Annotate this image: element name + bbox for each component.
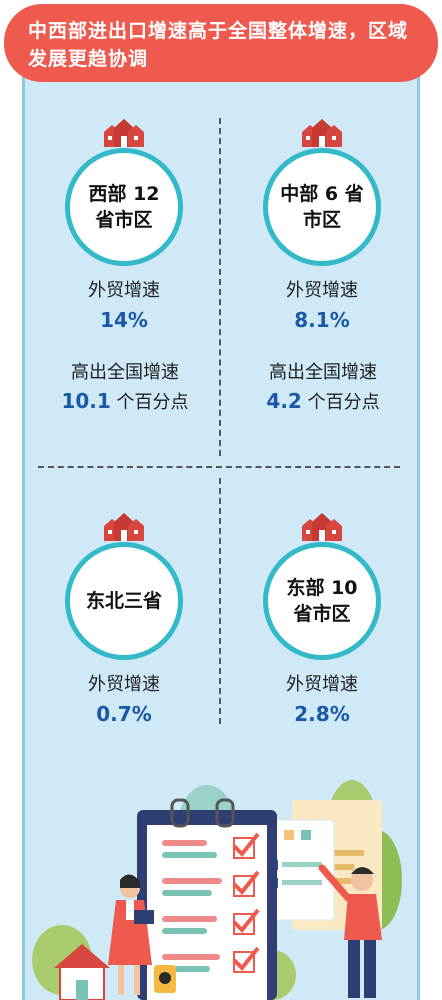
above-national-label: 高出全国增速 <box>71 362 179 383</box>
divider-vertical-top <box>219 118 221 456</box>
houses-icon <box>302 513 342 541</box>
trade-growth-label: 外贸增速 <box>88 280 160 301</box>
region-card-central: 中部 6 省市区 外贸增速 8.1% 高出全国增速 4.2 个百分点 <box>238 118 418 418</box>
region-card-east: 东部 10 省市区 外贸增速 2.8% <box>238 512 418 732</box>
region-badge: 东北三省 <box>65 542 183 660</box>
region-name: 西部 12 省市区 <box>88 183 160 231</box>
trade-growth-label: 外贸增速 <box>88 674 160 695</box>
header-banner: 中西部进出口增速高于全国整体增速，区域发展更趋协调 <box>4 4 438 82</box>
region-badge: 中部 6 省市区 <box>263 148 381 266</box>
trade-growth-label: 外贸增速 <box>286 280 358 301</box>
region-card-northeast: 东北三省 外贸增速 0.7% <box>40 512 220 732</box>
header-title: 中西部进出口增速高于全国整体增速，区域发展更趋协调 <box>28 20 409 70</box>
unit-label: 个百分点 <box>116 392 189 413</box>
region-name: 东北三省 <box>85 590 162 612</box>
divider-vertical-bottom <box>219 478 221 724</box>
trade-growth-value: 2.8% <box>294 702 350 726</box>
unit-label: 个百分点 <box>307 392 380 413</box>
checklist-illustration <box>32 780 402 1000</box>
region-card-west: 西部 12 省市区 外贸增速 14% 高出全国增速 10.1 个百分点 <box>40 118 220 418</box>
above-national-label: 高出全国增速 <box>269 362 377 383</box>
trade-growth-value: 8.1% <box>294 308 350 332</box>
region-badge: 东部 10 省市区 <box>263 542 381 660</box>
trade-growth-label: 外贸增速 <box>286 674 358 695</box>
above-national-row: 10.1 个百分点 <box>30 388 220 414</box>
above-national-value: 10.1 <box>61 389 111 413</box>
houses-icon <box>302 119 342 147</box>
divider-horizontal <box>38 466 400 468</box>
houses-icon <box>104 119 144 147</box>
houses-icon <box>104 513 144 541</box>
person-icon <box>351 869 373 891</box>
trade-growth-value: 0.7% <box>96 702 152 726</box>
above-national-value: 4.2 <box>266 389 302 413</box>
region-badge: 西部 12 省市区 <box>65 148 183 266</box>
trade-growth-value: 14% <box>100 308 148 332</box>
checkmark-icon <box>232 832 260 973</box>
region-name: 中部 6 省市区 <box>280 183 364 231</box>
region-name: 东部 10 省市区 <box>286 577 358 625</box>
above-national-row: 4.2 个百分点 <box>228 388 418 414</box>
